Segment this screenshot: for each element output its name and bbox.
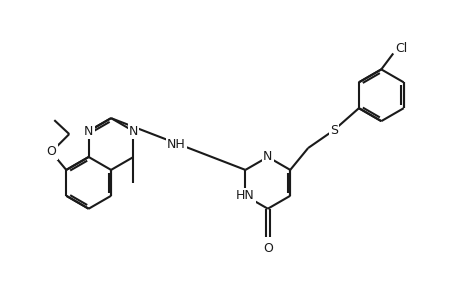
Text: S: S xyxy=(329,124,337,136)
Text: O: O xyxy=(46,146,56,158)
Text: HN: HN xyxy=(235,189,254,202)
Text: N: N xyxy=(263,151,272,164)
Text: O: O xyxy=(262,242,272,255)
Text: N: N xyxy=(84,124,93,138)
Text: NH: NH xyxy=(167,137,185,151)
Text: N: N xyxy=(129,124,138,138)
Text: Cl: Cl xyxy=(394,42,406,55)
